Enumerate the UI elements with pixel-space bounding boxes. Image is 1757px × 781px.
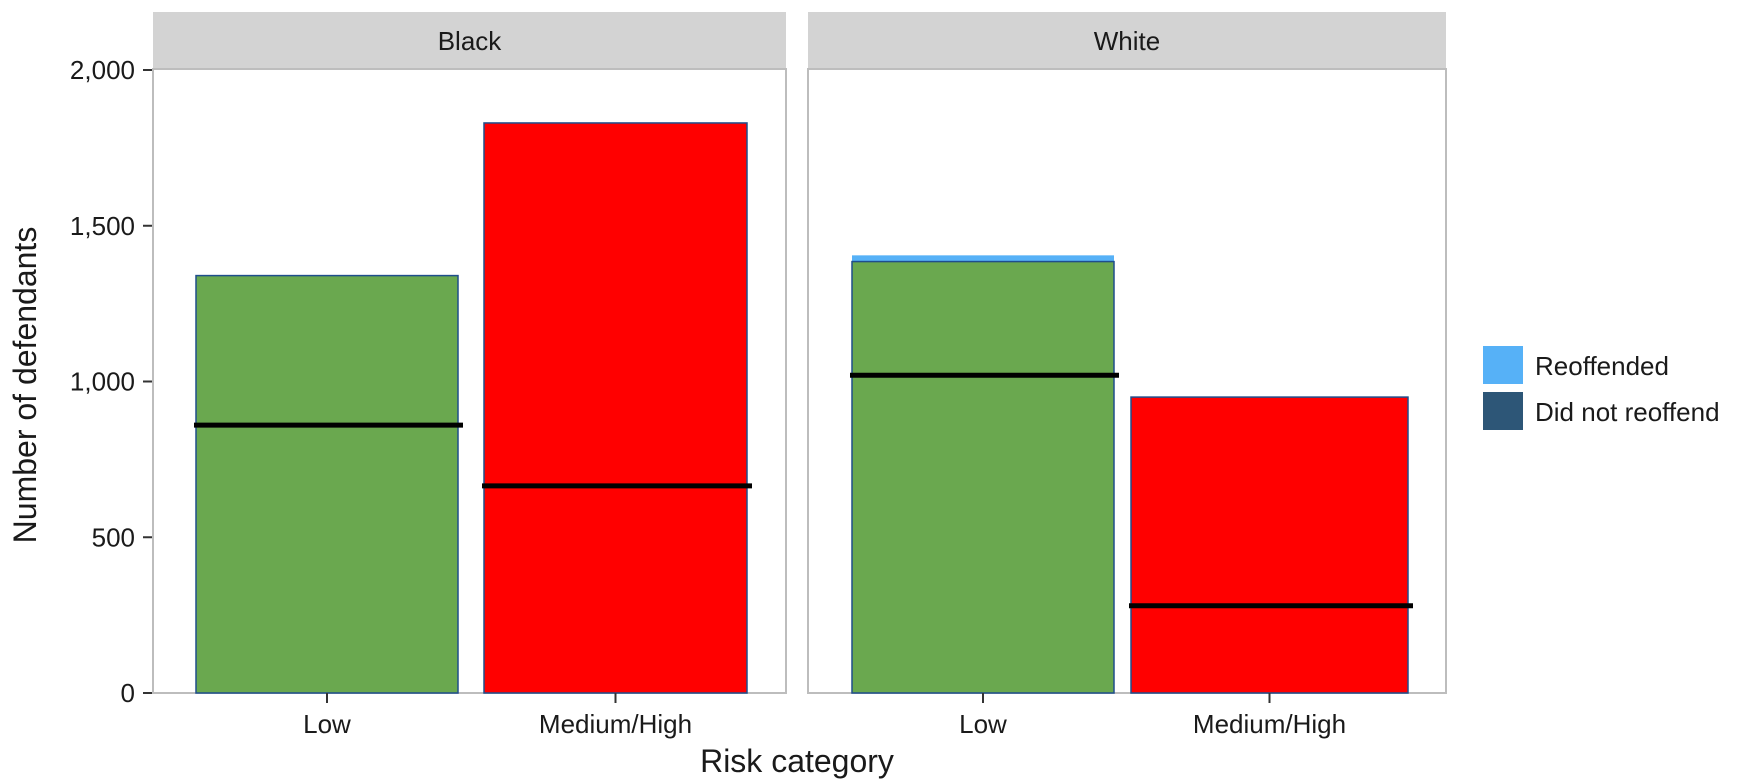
y-tick-label: 0 xyxy=(121,678,135,708)
bars-black xyxy=(194,122,752,694)
facet-strip-white xyxy=(808,12,1446,69)
bar-white-low xyxy=(851,260,1115,694)
y-tick-label: 2,000 xyxy=(70,55,135,85)
facet-panel-white: White Low Medium/High xyxy=(807,12,1447,739)
y-tick-label: 1,500 xyxy=(70,211,135,241)
y-tick-label: 500 xyxy=(92,522,135,552)
facet-strip-black xyxy=(153,12,786,69)
y-axis-title: Number of defendants xyxy=(7,227,43,544)
y-tick-label: 1,000 xyxy=(70,367,135,397)
facet-panel-black: Black Low Medium/High xyxy=(152,12,787,739)
x-tick-label: Low xyxy=(959,709,1007,739)
x-tick-label: Low xyxy=(303,709,351,739)
bar-black-medium-high xyxy=(483,122,748,694)
x-tick-label: Medium/High xyxy=(1193,709,1346,739)
facet-strip-label-white: White xyxy=(1094,26,1160,56)
facet-strip-label-black: Black xyxy=(438,26,503,56)
bar-black-low xyxy=(195,274,459,694)
legend-key-did-not-reoffend xyxy=(1483,392,1523,430)
x-ticks-black: Low Medium/High xyxy=(303,693,692,739)
bar-white-medium-high xyxy=(1130,396,1409,694)
x-tick-label: Medium/High xyxy=(539,709,692,739)
x-ticks-white: Low Medium/High xyxy=(959,693,1346,739)
legend: Reoffended Did not reoffend xyxy=(1483,346,1720,430)
legend-label-reoffended: Reoffended xyxy=(1535,351,1669,381)
y-axis: 0 500 1,000 1,500 2,000 xyxy=(70,55,153,708)
bars-white xyxy=(850,255,1413,694)
legend-key-reoffended xyxy=(1483,346,1523,384)
x-axis-title: Risk category xyxy=(700,743,894,779)
legend-label-did-not-reoffend: Did not reoffend xyxy=(1535,397,1720,427)
bar-reoffended-white-low xyxy=(852,255,1114,262)
